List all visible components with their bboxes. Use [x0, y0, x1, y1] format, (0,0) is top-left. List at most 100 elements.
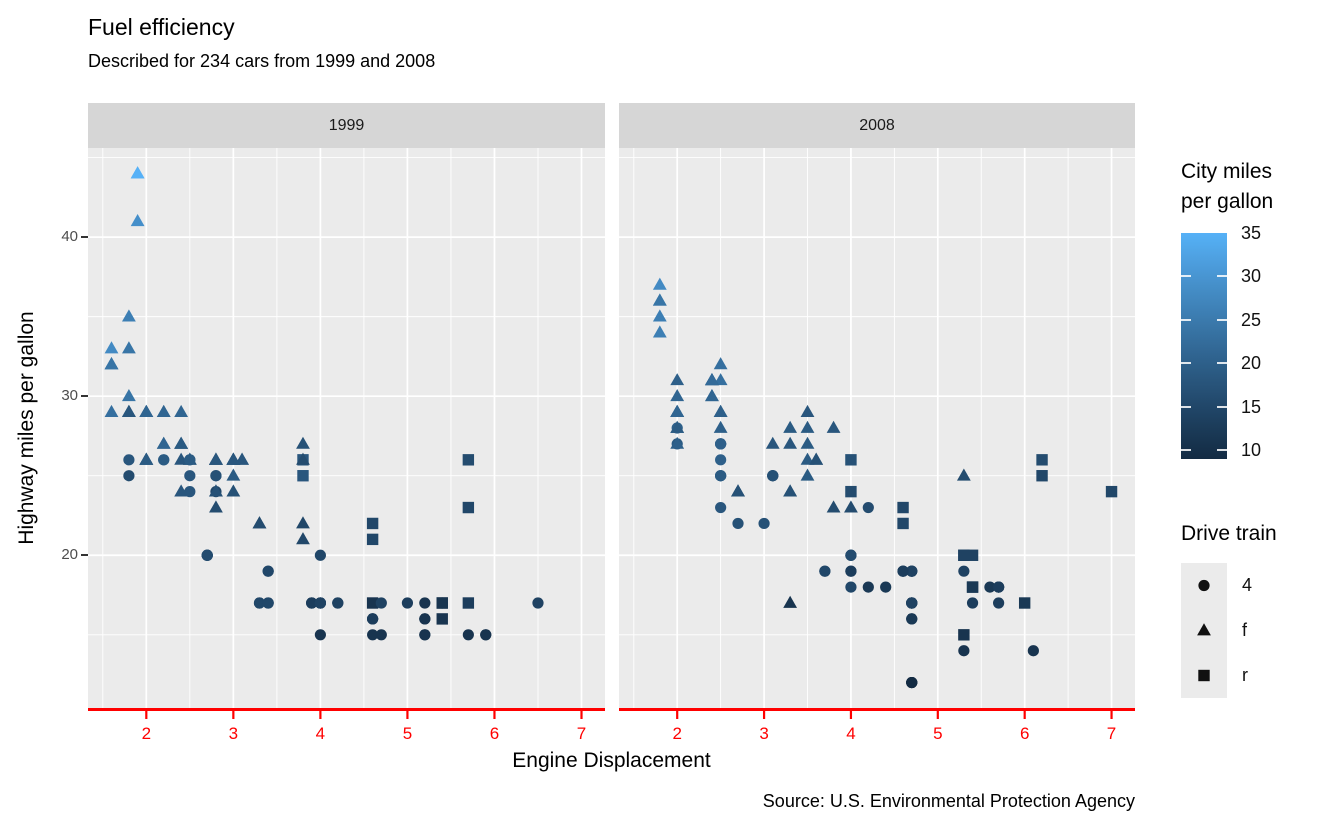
data-point	[184, 470, 196, 482]
colorbar-tick-label: 20	[1241, 353, 1262, 374]
data-point	[174, 436, 189, 449]
data-point	[897, 501, 909, 514]
data-point	[226, 452, 241, 465]
panel-background	[88, 148, 605, 708]
data-point	[652, 309, 667, 322]
data-point	[765, 436, 780, 449]
data-point	[436, 613, 448, 625]
data-point	[296, 532, 310, 545]
data-point	[130, 166, 145, 179]
data-point	[366, 597, 379, 609]
data-point	[956, 468, 971, 481]
data-point	[122, 388, 136, 402]
y-tick-mark	[81, 395, 88, 398]
data-point	[253, 597, 266, 609]
data-point	[713, 373, 728, 386]
data-point	[226, 468, 241, 481]
data-point	[122, 309, 136, 322]
colorbar-tick-mark	[1181, 362, 1191, 365]
y-tick-label: 30	[61, 387, 78, 405]
data-point	[705, 373, 719, 386]
colorbar-tick-mark	[1181, 405, 1191, 408]
data-point	[809, 452, 824, 465]
data-point	[767, 470, 779, 482]
y-tick-label: 20	[61, 546, 78, 564]
data-point	[862, 581, 874, 593]
data-point	[184, 486, 196, 498]
data-point	[314, 629, 326, 641]
data-point	[845, 454, 857, 466]
data-point	[819, 565, 831, 577]
x-tick-label: 3	[229, 724, 238, 743]
data-point	[984, 581, 996, 593]
data-point	[652, 277, 667, 290]
data-point	[715, 501, 727, 514]
data-point	[296, 452, 310, 465]
data-point	[844, 500, 858, 513]
data-point	[462, 501, 475, 514]
data-point	[958, 549, 970, 561]
legend-key-square	[1181, 653, 1227, 698]
data-point	[174, 404, 189, 417]
legend-key-triangle	[1181, 608, 1227, 653]
data-point	[252, 516, 267, 529]
data-point	[800, 404, 815, 417]
data-point	[906, 613, 918, 625]
x-tick-label: 2	[672, 724, 681, 743]
facet-panel-2008: 2 3 4 5 6 7	[619, 148, 1135, 743]
data-point	[262, 565, 274, 577]
data-point	[462, 629, 474, 641]
data-point	[783, 420, 798, 433]
x-tick-label: 5	[933, 724, 942, 743]
data-point	[670, 373, 685, 386]
data-point	[826, 420, 841, 433]
data-point	[966, 549, 979, 561]
data-point	[462, 597, 475, 609]
colorbar	[1181, 233, 1227, 459]
facet-strip-1999: 1999	[88, 103, 605, 148]
data-point	[826, 500, 841, 513]
data-point	[262, 597, 274, 609]
circle-icon	[1198, 579, 1210, 592]
data-point	[1036, 470, 1048, 482]
data-point	[332, 597, 344, 609]
data-point	[670, 404, 685, 417]
triangle-icon	[1197, 623, 1211, 636]
x-axis: 2 3 4 5 6 7	[619, 708, 1135, 743]
colorbar-tick-label: 35	[1241, 223, 1262, 243]
data-point	[758, 517, 770, 530]
data-point	[783, 484, 798, 497]
data-point	[367, 629, 379, 641]
colorbar-tick-mark	[1217, 362, 1227, 365]
data-point	[122, 404, 136, 417]
data-point	[532, 597, 544, 609]
y-tick-mark	[81, 554, 88, 557]
data-point	[906, 597, 918, 609]
x-axis: 2 3 4 5 6 7	[88, 708, 605, 743]
data-point	[713, 404, 728, 417]
data-point	[958, 565, 970, 577]
data-point	[104, 404, 119, 417]
data-point	[436, 597, 448, 609]
square-icon	[1198, 669, 1210, 682]
colorbar-tick-mark	[1181, 449, 1191, 452]
data-point	[123, 454, 135, 466]
data-point	[800, 420, 815, 433]
data-point	[897, 517, 909, 530]
gridlines	[88, 148, 605, 708]
data-point	[958, 645, 970, 657]
legend-key-circle	[1181, 563, 1227, 608]
shape-legend-title: Drive train	[1181, 522, 1277, 545]
gridlines	[619, 148, 1135, 708]
data-point	[209, 452, 223, 465]
colorbar-tick-mark	[1181, 318, 1191, 321]
data-point	[800, 468, 815, 481]
data-point	[862, 501, 874, 514]
colorbar-tick-label: 30	[1241, 266, 1262, 287]
x-tick-label: 4	[316, 724, 325, 743]
colorbar-tick-mark	[1217, 449, 1227, 452]
panel-background	[619, 148, 1135, 708]
data-point	[713, 420, 728, 433]
data-point	[139, 404, 154, 417]
